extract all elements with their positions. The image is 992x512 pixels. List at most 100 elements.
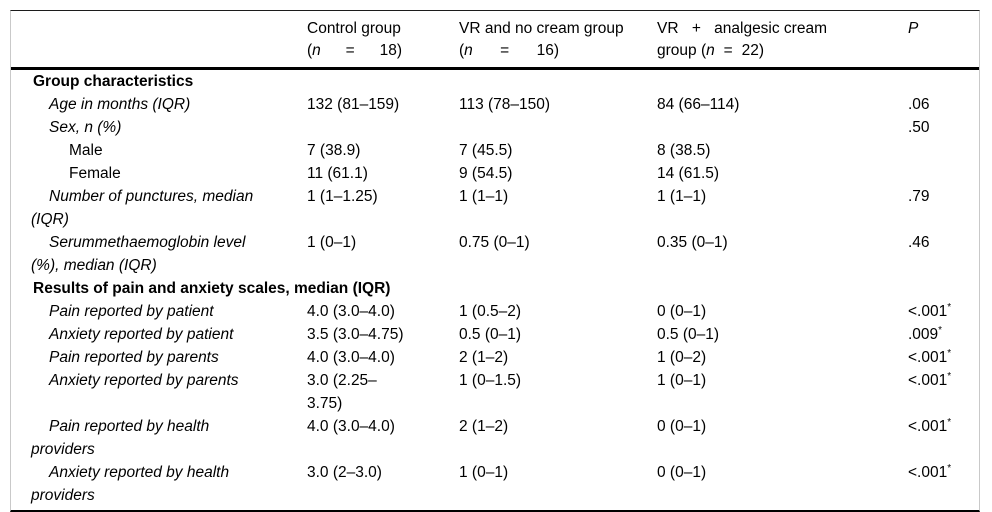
row-label: Anxiety reported by patient bbox=[49, 326, 234, 343]
table-row: Pain reported by patient 4.0 (3.0–4.0) 1… bbox=[11, 300, 979, 323]
significance-asterisk: * bbox=[947, 347, 952, 359]
cell-vr-cream bbox=[651, 70, 903, 93]
column-header-vr-no-cream-group: VR and no cream group (n = 16) bbox=[453, 18, 651, 62]
column-n-count: (n = 16) bbox=[459, 42, 559, 59]
cell-vr-cream: 14 (61.5) bbox=[657, 165, 720, 182]
column-title: Control group bbox=[307, 20, 401, 37]
cell-control bbox=[301, 116, 453, 139]
cell-control: 3.0 (2–3.0) bbox=[307, 464, 382, 481]
cell-vr-cream: 84 (66–114) bbox=[657, 96, 740, 113]
row-label: Anxiety reported by health providers bbox=[31, 464, 230, 504]
cell-vr-cream: 1 (0–1) bbox=[657, 372, 707, 389]
study-results-table: Control group (n = 18) VR and no cream g… bbox=[10, 10, 980, 512]
significance-asterisk: * bbox=[947, 462, 952, 474]
cell-vr-no-cream: 7 (45.5) bbox=[459, 142, 513, 159]
row-label: Male bbox=[69, 142, 103, 159]
cell-p-value: .50 bbox=[908, 119, 930, 136]
cell-p-value bbox=[903, 70, 979, 93]
cell-control: 4.0 (3.0–4.0) bbox=[307, 418, 395, 435]
cell-p-value: <.001* bbox=[908, 462, 952, 481]
table-row: Number of punctures, median (IQR) 1 (1–1… bbox=[11, 185, 979, 231]
significance-asterisk: * bbox=[947, 301, 952, 313]
cell-control: 4.0 (3.0–4.0) bbox=[307, 303, 395, 320]
cell-vr-no-cream: 9 (54.5) bbox=[459, 165, 513, 182]
cell-p-value: <.001* bbox=[908, 370, 952, 389]
row-label: Female bbox=[69, 165, 121, 182]
cell-vr-no-cream: 1 (0–1) bbox=[459, 464, 509, 481]
significance-asterisk: * bbox=[947, 370, 952, 382]
column-header-vr-analgesic-cream-group: VR + analgesic cream group (n = 22) bbox=[651, 18, 903, 62]
cell-vr-no-cream: 0.75 (0–1) bbox=[459, 234, 530, 251]
cell-p-value bbox=[903, 277, 979, 300]
cell-vr-cream: 0.35 (0–1) bbox=[657, 234, 728, 251]
cell-control bbox=[301, 70, 453, 93]
row-label: Pain reported by health providers bbox=[31, 418, 210, 458]
cell-p-value: <.001* bbox=[908, 347, 952, 366]
row-label: Group characteristics bbox=[33, 73, 194, 90]
row-label: Number of punctures, median (IQR) bbox=[31, 188, 254, 228]
cell-p-value: .79 bbox=[908, 188, 930, 205]
cell-control: 1 (1–1.25) bbox=[307, 188, 378, 205]
cell-vr-cream bbox=[651, 116, 903, 139]
cell-vr-no-cream bbox=[453, 116, 651, 139]
column-header-control-group: Control group (n = 18) bbox=[301, 18, 453, 62]
column-title: VR + analgesic cream bbox=[657, 20, 827, 37]
cell-vr-cream bbox=[651, 277, 903, 300]
cell-vr-cream: 0 (0–1) bbox=[657, 464, 707, 481]
table-row: Pain reported by health providers 4.0 (3… bbox=[11, 415, 979, 461]
significance-asterisk: * bbox=[947, 416, 952, 428]
cell-control: 132 (81–159) bbox=[307, 96, 400, 113]
cell-vr-no-cream: 2 (1–2) bbox=[459, 349, 509, 366]
row-label-header-blank bbox=[11, 18, 301, 62]
table-row-section: Results of pain and anxiety scales, medi… bbox=[11, 277, 979, 300]
row-label: Pain reported by parents bbox=[49, 349, 219, 366]
cell-vr-cream: 0.5 (0–1) bbox=[657, 326, 720, 343]
cell-p-value: .009* bbox=[908, 324, 943, 343]
column-title: VR and no cream group bbox=[459, 20, 624, 37]
table-row-section: Group characteristics bbox=[11, 70, 979, 93]
table-row: Serummethaemoglobin level (%), median (I… bbox=[11, 231, 979, 277]
column-n-count: group (n = 22) bbox=[657, 42, 764, 59]
cell-control: 7 (38.9) bbox=[307, 142, 361, 159]
row-label: Pain reported by patient bbox=[49, 303, 214, 320]
table-row: Pain reported by parents 4.0 (3.0–4.0) 2… bbox=[11, 346, 979, 369]
cell-vr-no-cream bbox=[453, 70, 651, 93]
row-label: Results of pain and anxiety scales, medi… bbox=[33, 280, 391, 297]
table-row: Female 11 (61.1) 9 (54.5) 14 (61.5) bbox=[11, 162, 979, 185]
row-label: Anxiety reported by parents bbox=[49, 372, 239, 389]
cell-p-value: <.001* bbox=[908, 416, 952, 435]
table-row: Male 7 (38.9) 7 (45.5) 8 (38.5) bbox=[11, 139, 979, 162]
cell-p-value bbox=[903, 139, 979, 162]
cell-p-value: .46 bbox=[908, 234, 930, 251]
table-row: Age in months (IQR) 132 (81–159) 113 (78… bbox=[11, 93, 979, 116]
cell-vr-no-cream: 0.5 (0–1) bbox=[459, 326, 522, 343]
cell-vr-cream: 1 (0–2) bbox=[657, 349, 707, 366]
cell-vr-no-cream: 113 (78–150) bbox=[459, 96, 551, 113]
row-label: Serummethaemoglobin level (%), median (I… bbox=[31, 234, 246, 274]
cell-p-value: <.001* bbox=[908, 301, 952, 320]
cell-vr-cream: 0 (0–1) bbox=[657, 303, 707, 320]
row-label: Sex, n (%) bbox=[49, 119, 122, 136]
cell-vr-cream: 0 (0–1) bbox=[657, 418, 707, 435]
cell-p-value bbox=[903, 162, 979, 185]
table-row: Sex, n (%) .50 bbox=[11, 116, 979, 139]
table-row: Anxiety reported by patient 3.5 (3.0–4.7… bbox=[11, 323, 979, 346]
cell-control: 4.0 (3.0–4.0) bbox=[307, 349, 395, 366]
row-label: Age in months (IQR) bbox=[49, 96, 191, 113]
cell-vr-cream: 8 (38.5) bbox=[657, 142, 711, 159]
cell-control: 3.5 (3.0–4.75) bbox=[307, 326, 404, 343]
cell-vr-no-cream: 1 (0–1.5) bbox=[459, 372, 522, 389]
cell-control: 3.0 (2.25– 3.75) bbox=[307, 372, 377, 412]
column-header-p-value: P bbox=[908, 20, 919, 37]
cell-control: 1 (0–1) bbox=[307, 234, 357, 251]
cell-vr-no-cream: 1 (0.5–2) bbox=[459, 303, 522, 320]
table-row: Anxiety reported by parents 3.0 (2.25– 3… bbox=[11, 369, 979, 415]
cell-vr-cream: 1 (1–1) bbox=[657, 188, 707, 205]
table-header-row: Control group (n = 18) VR and no cream g… bbox=[11, 11, 979, 70]
table-row: Anxiety reported by health providers 3.0… bbox=[11, 461, 979, 507]
cell-vr-no-cream: 2 (1–2) bbox=[459, 418, 509, 435]
cell-p-value: .06 bbox=[908, 96, 930, 113]
cell-vr-no-cream: 1 (1–1) bbox=[459, 188, 509, 205]
significance-asterisk: * bbox=[938, 324, 943, 336]
column-n-count: (n = 18) bbox=[307, 42, 402, 59]
